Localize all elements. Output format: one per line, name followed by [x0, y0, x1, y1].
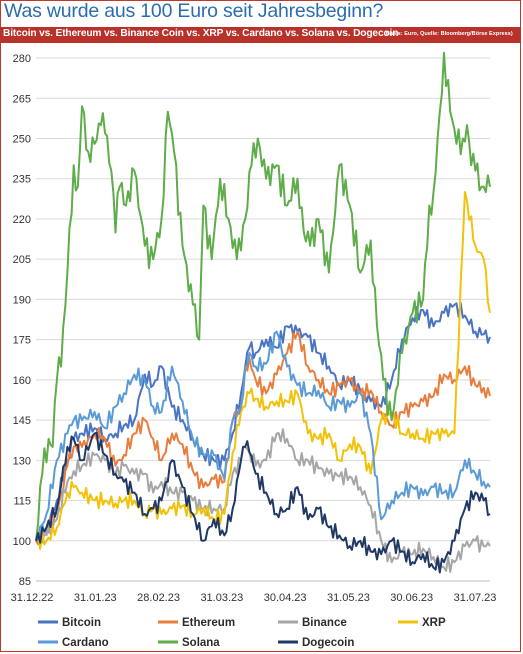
x-tick-label: 31.01.23: [74, 592, 117, 604]
x-tick-label: 31.07.23: [454, 592, 497, 604]
y-tick-label: 175: [13, 335, 31, 347]
y-tick-label: 130: [13, 455, 31, 467]
page-title: Was wurde aus 100 Euro seit Jahresbeginn…: [4, 0, 384, 22]
x-tick-label: 31.03.23: [200, 592, 243, 604]
x-tick-label: 30.06.23: [390, 592, 433, 604]
chart-subtitle: Bitcoin vs. Ethereum vs. Binance Coin vs…: [3, 28, 399, 39]
y-tick-label: 250: [13, 134, 31, 146]
y-tick-label: 85: [19, 576, 31, 588]
subtitle-bar: Bitcoin vs. Ethereum vs. Binance Coin vs…: [0, 27, 521, 43]
legend-label: Cardano: [62, 637, 109, 649]
legend-label: Dogecoin: [302, 637, 354, 649]
legend-label: Bitcoin: [62, 617, 101, 629]
series-line-dogecoin: [35, 431, 491, 574]
series-line-solana: [35, 51, 491, 541]
y-tick-label: 280: [13, 53, 31, 65]
x-tick-label: 31.12.22: [11, 592, 54, 604]
x-tick-label: 31.05.23: [327, 592, 370, 604]
x-tick-label: 28.02.23: [137, 592, 180, 604]
series-line-xrp: [35, 191, 491, 550]
y-tick-label: 100: [13, 536, 31, 548]
source-note: (Basis: Euro, Quelle: Bloomberg/Börse Ex…: [384, 31, 513, 37]
axes: 85 100 115 130 145 160 175 190 205 220 235 250 265 28…: [11, 53, 497, 604]
y-tick-label: 235: [13, 174, 31, 186]
legend-label: Binance: [302, 617, 347, 629]
legend-label: Solana: [182, 637, 220, 649]
y-tick-label: 190: [13, 294, 31, 306]
y-tick-label: 220: [13, 214, 31, 226]
series-line-bitcoin: [35, 302, 491, 543]
legend-label: XRP: [422, 617, 446, 629]
legend-label: Ethereum: [182, 617, 235, 629]
series-lines: [35, 51, 491, 574]
y-tick-label: 145: [13, 415, 31, 427]
y-tick-label: 205: [13, 254, 31, 266]
x-tick-label: 30.04.23: [264, 592, 307, 604]
y-tick-label: 265: [13, 93, 31, 105]
y-tick-label: 160: [13, 375, 31, 387]
legend: Bitcoin Ethereum Binance XRP Cardano Solana Do…: [38, 617, 446, 649]
line-chart: 85 100 115 130 145 160 175 190 205 220 235 250 265 28…: [11, 51, 497, 649]
y-tick-label: 115: [13, 496, 31, 508]
series-line-cardano: [35, 330, 491, 542]
